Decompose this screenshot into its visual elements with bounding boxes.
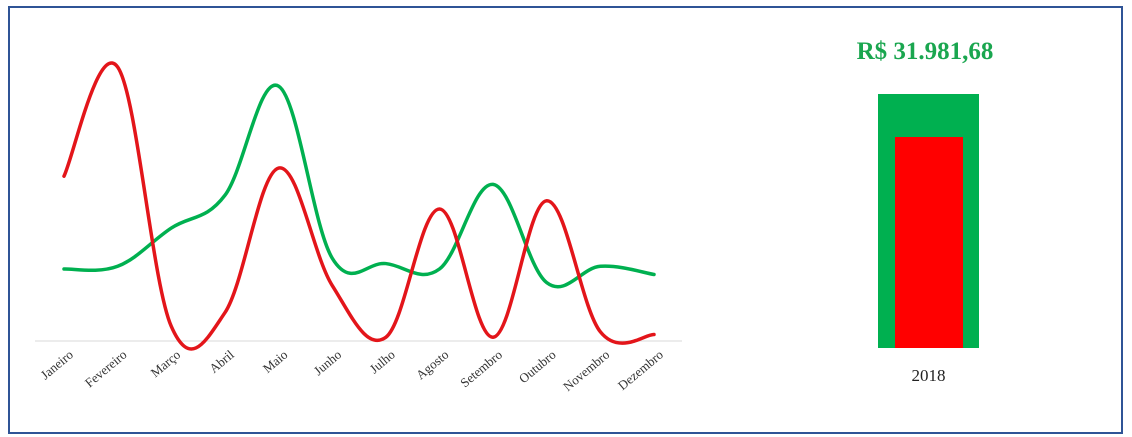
x-tick-labels: Janeiro Fevereiro Março Abril Maio Junho Julho… <box>38 347 666 394</box>
x-tick-label: Fevereiro <box>82 347 130 391</box>
x-tick-label: Abril <box>206 347 237 376</box>
series-line-2 <box>62 61 656 351</box>
x-tick-label: Junho <box>311 347 344 378</box>
x-tick-label: Outubro <box>516 347 559 386</box>
total-value: R$ 31.981,68 <box>856 38 994 65</box>
bar-category-label: 2018 <box>911 366 946 385</box>
x-tick-label: Maio <box>260 347 291 376</box>
series-layer <box>62 61 656 351</box>
x-tick-label: Setembro <box>457 347 505 391</box>
monthly-line-chart: Janeiro Fevereiro Março Abril Maio Junho Julho… <box>35 61 682 394</box>
x-tick-label: Janeiro <box>38 347 76 383</box>
x-tick-label: Agosto <box>413 347 451 383</box>
bar-2018-red <box>895 137 963 348</box>
x-tick-label: Novembro <box>560 347 612 394</box>
x-tick-label: Março <box>148 347 184 380</box>
x-tick-label: Dezembro <box>615 347 666 393</box>
series-line-1 <box>62 83 656 289</box>
x-tick-label: Julho <box>367 347 398 377</box>
